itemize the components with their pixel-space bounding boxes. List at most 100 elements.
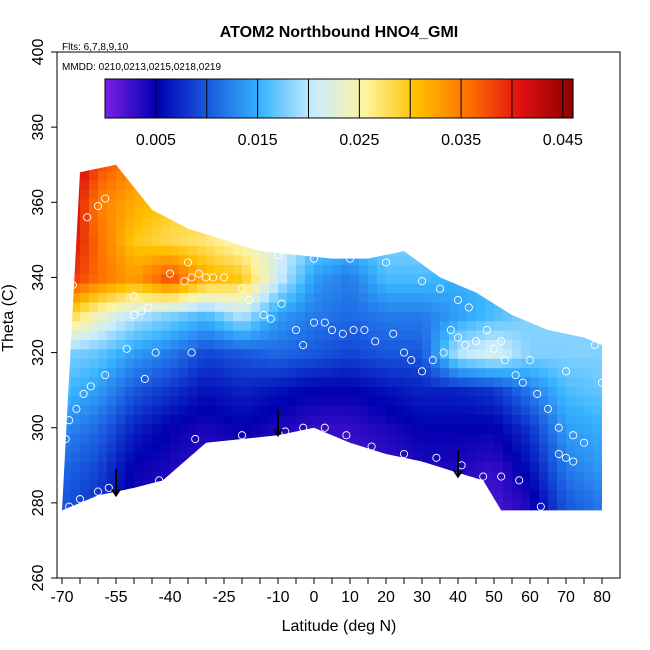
heatmap-cell — [62, 170, 72, 181]
heatmap-cell — [359, 236, 369, 247]
colorbar-segment — [165, 79, 169, 118]
heatmap-cell — [431, 386, 441, 397]
heatmap-cell — [116, 236, 126, 247]
heatmap-cell — [143, 152, 153, 162]
x-axis: -70 -55 -40 -25 -10 0 10 20 30 40 50 60 70 80 — [50, 578, 611, 606]
heatmap-cell — [377, 508, 387, 511]
heatmap-cell — [503, 254, 513, 265]
heatmap-cell — [242, 433, 252, 444]
heatmap-cell — [440, 264, 450, 275]
heatmap-cell — [233, 348, 243, 359]
heatmap-cell — [557, 499, 567, 510]
heatmap-cell — [287, 217, 297, 228]
colorbar-segment — [420, 79, 424, 118]
heatmap-cell — [584, 264, 594, 275]
heatmap-cell — [71, 470, 81, 481]
heatmap-cell — [188, 433, 198, 444]
heatmap-cell — [224, 386, 234, 397]
heatmap-cell — [134, 499, 144, 510]
heatmap-cell — [278, 405, 288, 416]
heatmap-cell — [188, 461, 198, 472]
heatmap-cell — [521, 480, 531, 491]
heatmap-cell — [269, 376, 279, 387]
heatmap-cell — [548, 311, 558, 322]
heatmap-cell — [125, 198, 135, 209]
heatmap-cell — [422, 367, 432, 378]
heatmap-cell — [539, 433, 549, 444]
heatmap-cell — [152, 311, 162, 322]
heatmap-cell — [485, 254, 495, 265]
heatmap-cell — [512, 164, 522, 171]
heatmap-cell — [251, 452, 261, 463]
heatmap-cell — [323, 489, 333, 500]
heatmap-cell — [530, 367, 540, 378]
colorbar-segment — [346, 79, 349, 118]
observation-point — [273, 250, 283, 259]
heatmap-cell — [485, 273, 495, 284]
heatmap-cell — [557, 489, 567, 500]
heatmap-cell — [206, 367, 216, 378]
heatmap-cell — [386, 273, 396, 284]
heatmap-cell — [188, 292, 198, 303]
heatmap-cell — [314, 508, 324, 511]
heatmap-cell — [557, 320, 567, 331]
heatmap-cell — [134, 376, 144, 387]
heatmap-cell — [62, 442, 72, 453]
heatmap-cell — [440, 273, 450, 284]
colorbar-segment — [191, 79, 195, 118]
heatmap-cell — [566, 405, 576, 416]
heatmap-cell — [215, 283, 225, 294]
heatmap-cell — [143, 339, 153, 350]
heatmap-cell — [557, 245, 567, 256]
heatmap-cell — [359, 254, 369, 265]
heatmap-cell — [197, 470, 207, 481]
heatmap-cell — [512, 414, 522, 425]
colorbar-segment — [317, 79, 321, 118]
heatmap-cell — [431, 395, 441, 406]
heatmap-cell — [557, 207, 567, 218]
heatmap-cell — [179, 376, 189, 387]
heatmap-cell — [458, 414, 468, 425]
heatmap-cell — [62, 395, 72, 406]
heatmap-cell — [323, 226, 333, 237]
heatmap-cell — [512, 236, 522, 247]
colorbar-segment — [236, 79, 239, 118]
heatmap-cell — [269, 152, 279, 162]
heatmap-cell — [485, 395, 495, 406]
heatmap-cell — [188, 226, 198, 237]
heatmap-cell — [539, 245, 549, 256]
heatmap-cell — [323, 164, 333, 171]
heatmap-cell — [116, 405, 126, 416]
heatmap-cell — [386, 395, 396, 406]
heatmap-cell — [143, 254, 153, 265]
heatmap-cell — [197, 395, 207, 406]
x-tick-label: 20 — [377, 589, 395, 606]
heatmap-cell — [449, 164, 459, 171]
heatmap-cell — [512, 470, 522, 481]
heatmap-cell — [116, 152, 126, 162]
heatmap-cell — [413, 254, 423, 265]
heatmap-cell — [431, 405, 441, 416]
heatmap-cell — [386, 189, 396, 200]
heatmap-cell — [593, 330, 602, 341]
colorbar-segment — [418, 79, 422, 118]
heatmap-cell — [170, 254, 180, 265]
heatmap-cell — [503, 311, 513, 322]
heatmap-cell — [233, 236, 243, 247]
observation-point — [155, 476, 164, 485]
heatmap-cell — [269, 170, 279, 181]
heatmap-cell — [125, 217, 135, 228]
heatmap-cell — [413, 330, 423, 341]
heatmap-cell — [548, 423, 558, 434]
heatmap-cell — [305, 348, 315, 359]
heatmap-cell — [80, 152, 90, 162]
heatmap-cell — [548, 461, 558, 472]
colorbar-segment — [257, 79, 261, 118]
heatmap-cell — [431, 348, 441, 359]
heatmap-cell — [539, 348, 549, 359]
heatmap-cell — [116, 254, 126, 265]
heatmap-cell — [296, 320, 306, 331]
colorbar-segment — [121, 79, 125, 118]
heatmap-cell — [62, 348, 72, 359]
heatmap-cell — [458, 499, 468, 510]
